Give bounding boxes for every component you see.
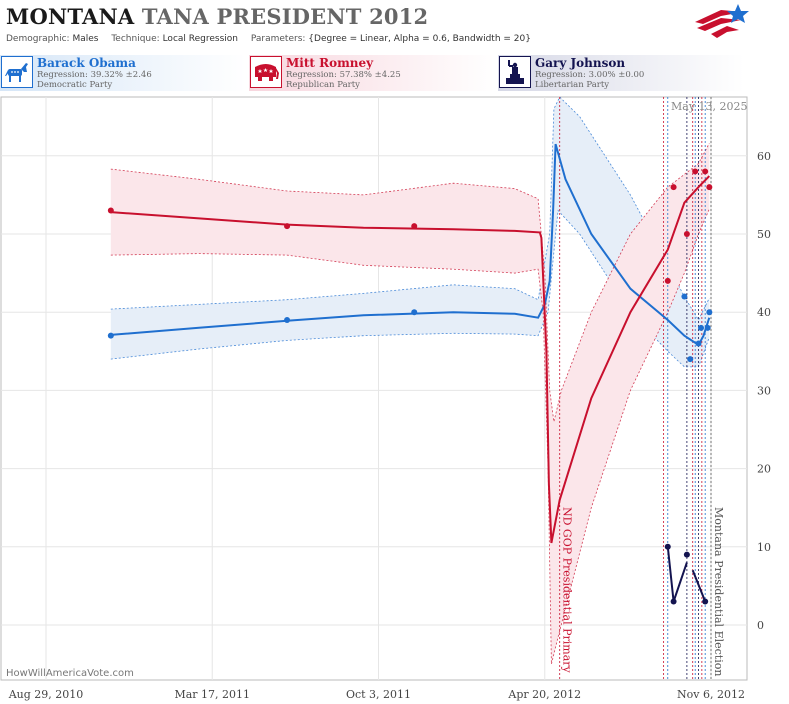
liberty-statue-icon [499,56,531,88]
y-axis-labels: 0 10 20 30 40 50 60 [757,150,771,632]
poll-point [706,184,713,191]
y-tick-label: 50 [757,228,771,241]
plot-frame [0,96,748,681]
poll-point [284,317,291,324]
candidate-name: Gary Johnson [535,56,626,70]
demographic-label: Demographic: [6,34,70,44]
candidate-regression: Regression: 39.32% ±2.46 [37,70,152,80]
event-label: Montana Presidential Election [712,507,725,676]
parameters-value: {Degree = Linear, Alpha = 0.6, Bandwidth… [308,34,531,44]
x-axis-labels: Aug 29, 2010 Mar 17, 2011 Oct 3, 2011 Apr 2… [8,688,745,701]
parameters-label: Parameters: [250,34,306,44]
candidate-party: Republican Party [286,80,360,90]
poll-point [706,309,713,316]
chart-area: ND GOP Presidential Primary Montana Presi… [0,96,771,701]
x-tick-label: Oct 3, 2011 [346,688,411,701]
donkey-icon [1,56,33,88]
candidate-card-obama: Barack Obama Regression: 39.32% ±2.46 De… [0,55,246,91]
poll-point [664,277,671,284]
poll-point [107,332,114,339]
race-name: TANA PRESIDENT 2012 [141,4,429,29]
trend-line-segment [691,569,707,602]
poll-point [683,231,690,237]
poll-point [670,184,677,191]
poll-point [411,223,418,230]
technique-value: Local Regression [162,34,238,44]
confidence-bands [110,96,710,665]
date-stamp: May 13, 2025 [671,100,748,113]
state-name: MONTANA [6,4,135,29]
poll-point [107,207,114,214]
poll-point [702,598,709,605]
poll-point [411,309,418,316]
y-tick-label: 60 [757,150,771,163]
candidate-name: Barack Obama [37,56,136,70]
candidate-regression: Regression: 3.00% ±0.00 [535,70,645,80]
poll-point [681,293,688,300]
confidence-band [110,97,710,367]
x-tick-label: Aug 29, 2010 [8,688,84,701]
poll-point [702,168,709,175]
upper-bound-line [110,143,710,422]
poll-point [698,324,705,331]
chart-title: MONTANA TANA PRESIDENT 2012 [6,4,428,29]
y-tick-label: 10 [757,541,771,554]
parameters-line: Demographic: Males Technique: Local Regr… [6,34,531,44]
upper-bound-line [110,96,710,321]
x-tick-label: Mar 17, 2011 [174,688,250,701]
x-tick-label: Nov 6, 2012 [677,688,745,701]
y-tick-label: 20 [757,463,771,476]
event-label: ND GOP Presidential Primary [561,507,574,674]
poll-point [664,543,671,550]
y-tick-label: 0 [757,619,764,632]
candidate-card-romney: Mitt Romney Regression: 57.38% ±4.25 Rep… [249,55,495,91]
poll-points [107,168,713,605]
candidate-card-johnson: Gary Johnson Regression: 3.00% ±0.00 Lib… [498,55,744,91]
trend-line [110,175,711,544]
poll-point [284,223,291,230]
poll-point [683,551,690,558]
poll-point [687,356,694,363]
site-logo-icon [695,4,749,38]
lower-bound-line [110,209,710,368]
trend-line [110,143,711,347]
poll-point [670,598,677,605]
y-tick-label: 40 [757,306,771,319]
candidate-party: Democratic Party [37,80,113,90]
poll-point [704,324,711,331]
elephant-icon [250,56,282,88]
technique-label: Technique: [111,34,160,44]
poll-point [695,340,702,347]
poll-point [692,168,699,175]
candidate-name: Mitt Romney [286,56,374,70]
site-credit: HowWillAmericaVote.com [6,668,134,679]
y-tick-label: 30 [757,384,771,397]
candidate-party: Libertarian Party [535,80,610,90]
demographic-value: Males [72,34,99,44]
candidate-regression: Regression: 57.38% ±4.25 [286,70,401,80]
x-tick-label: Apr 20, 2012 [507,688,581,701]
